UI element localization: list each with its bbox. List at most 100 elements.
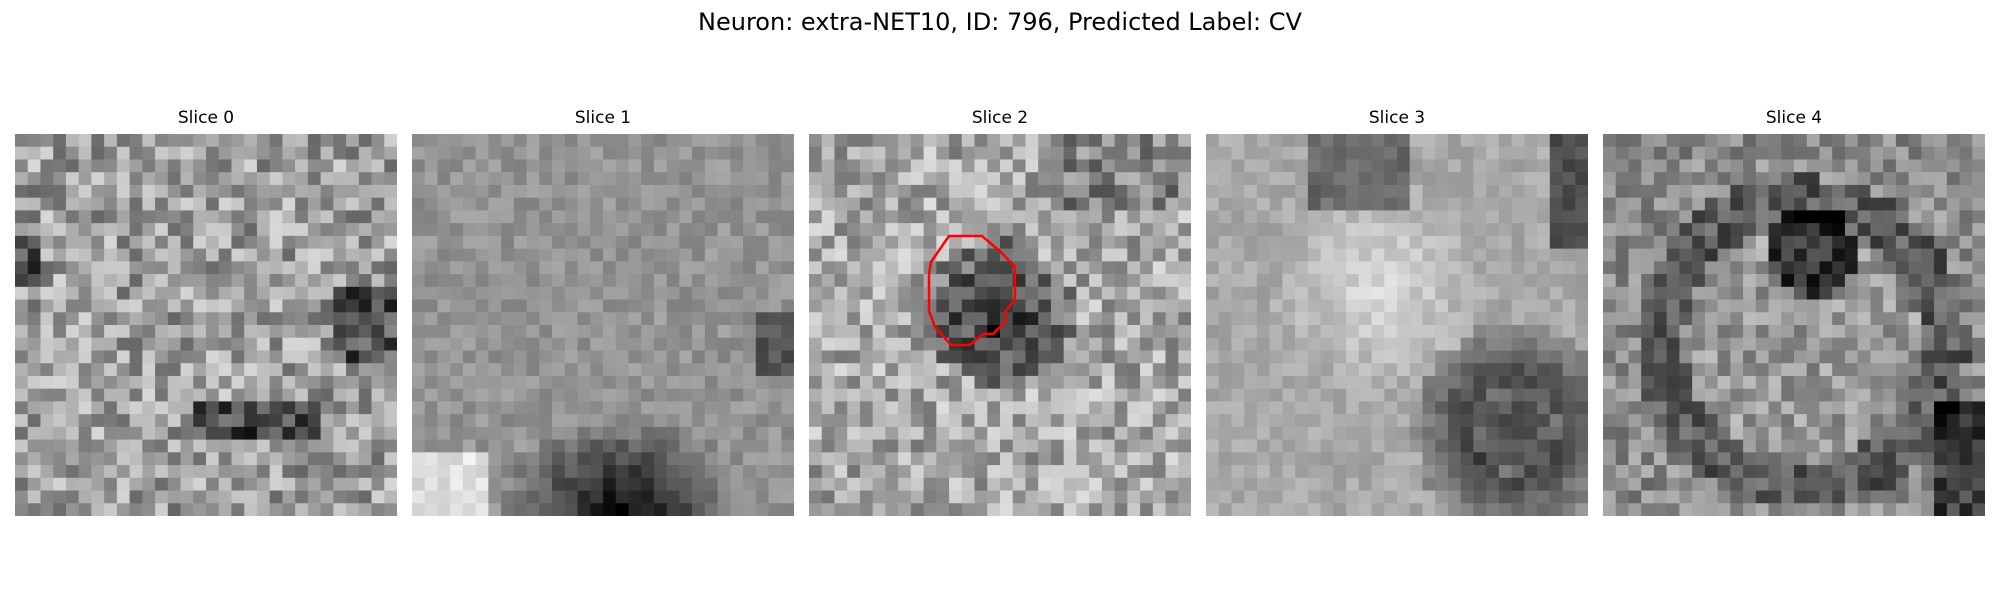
pixel [1603, 325, 1617, 339]
pixel [1231, 414, 1245, 428]
pixel [1794, 235, 1808, 249]
pixel [859, 465, 874, 479]
pixel [1231, 312, 1245, 326]
pixel [539, 235, 553, 249]
pixel [590, 286, 604, 300]
pixel [666, 388, 680, 402]
pixel [847, 235, 861, 249]
pixel [1704, 477, 1718, 491]
pixel [1447, 184, 1462, 199]
pixel [1178, 426, 1191, 440]
pixel [1844, 286, 1859, 300]
pixel [1498, 490, 1512, 504]
pixel [333, 299, 347, 313]
pixel [53, 414, 67, 428]
pixel [1755, 503, 1769, 516]
pixel [1460, 299, 1474, 313]
pixel [295, 172, 309, 186]
pixel [91, 146, 105, 160]
pixel [1679, 325, 1693, 339]
pixel [1012, 490, 1026, 504]
pixel [193, 286, 207, 300]
pixel [1755, 325, 1769, 339]
pixel [1178, 503, 1191, 516]
pixel [1819, 312, 1833, 326]
pixel [1666, 261, 1680, 275]
pixel [1460, 210, 1474, 224]
pixel [53, 248, 67, 262]
pixel [244, 146, 258, 160]
pixel [1768, 261, 1782, 275]
pixel [1743, 350, 1757, 364]
pixel [1768, 146, 1782, 160]
pixel [590, 197, 604, 211]
pixel [1165, 184, 1179, 199]
pixel [231, 134, 245, 148]
pixel [1946, 363, 1960, 377]
pixel [539, 223, 553, 237]
pixel [346, 184, 360, 199]
pixel [104, 337, 118, 351]
pixel [704, 261, 718, 275]
pixel [1857, 439, 1871, 453]
pixel [552, 223, 566, 237]
pixel [936, 159, 950, 173]
pixel [859, 503, 874, 516]
pixel [1178, 414, 1191, 428]
pixel [1704, 248, 1718, 262]
pixel [1883, 197, 1897, 211]
pixel [1704, 490, 1718, 504]
pixel [949, 439, 963, 453]
pixel [1717, 184, 1731, 199]
pixel [104, 401, 118, 415]
pixel [346, 210, 360, 224]
pixel [1447, 286, 1462, 300]
pixel [1473, 375, 1487, 390]
pixel [526, 363, 540, 377]
pixel [615, 210, 629, 224]
pixel [269, 312, 283, 326]
pixel [1870, 388, 1884, 402]
pixel [1832, 363, 1846, 377]
pixel [1244, 197, 1258, 211]
pixel [1895, 490, 1909, 504]
pixel [1575, 414, 1588, 428]
pixel [1346, 350, 1360, 364]
pixel [424, 134, 438, 148]
pixel [1819, 274, 1833, 288]
pixel [91, 197, 105, 211]
pixel [155, 465, 169, 479]
pixel [1089, 248, 1103, 262]
pixel [256, 477, 271, 491]
pixel [91, 465, 105, 479]
pixel [1704, 401, 1718, 415]
pixel [577, 210, 591, 224]
pixel [1152, 146, 1166, 160]
pixel [295, 388, 309, 402]
pixel [1628, 184, 1642, 199]
pixel [1870, 172, 1884, 186]
pixel [1666, 274, 1680, 288]
pixel [1076, 172, 1090, 186]
pixel [809, 248, 823, 262]
pixel [961, 414, 975, 428]
pixel [1282, 350, 1296, 364]
pixel [295, 235, 309, 249]
pixel [1127, 274, 1141, 288]
pixel [1089, 503, 1103, 516]
pixel [1666, 363, 1680, 377]
pixel [679, 261, 693, 275]
pixel [1114, 363, 1128, 377]
pixel [1346, 299, 1360, 313]
pixel [768, 337, 782, 351]
pixel [872, 312, 886, 326]
pixel [1371, 223, 1385, 237]
pixel [628, 248, 642, 262]
pixel [1549, 414, 1563, 428]
pixel [936, 248, 950, 262]
pixel [155, 210, 169, 224]
pixel [1908, 490, 1922, 504]
pixel [539, 363, 553, 377]
pixel [1282, 197, 1296, 211]
pixel [564, 503, 578, 516]
